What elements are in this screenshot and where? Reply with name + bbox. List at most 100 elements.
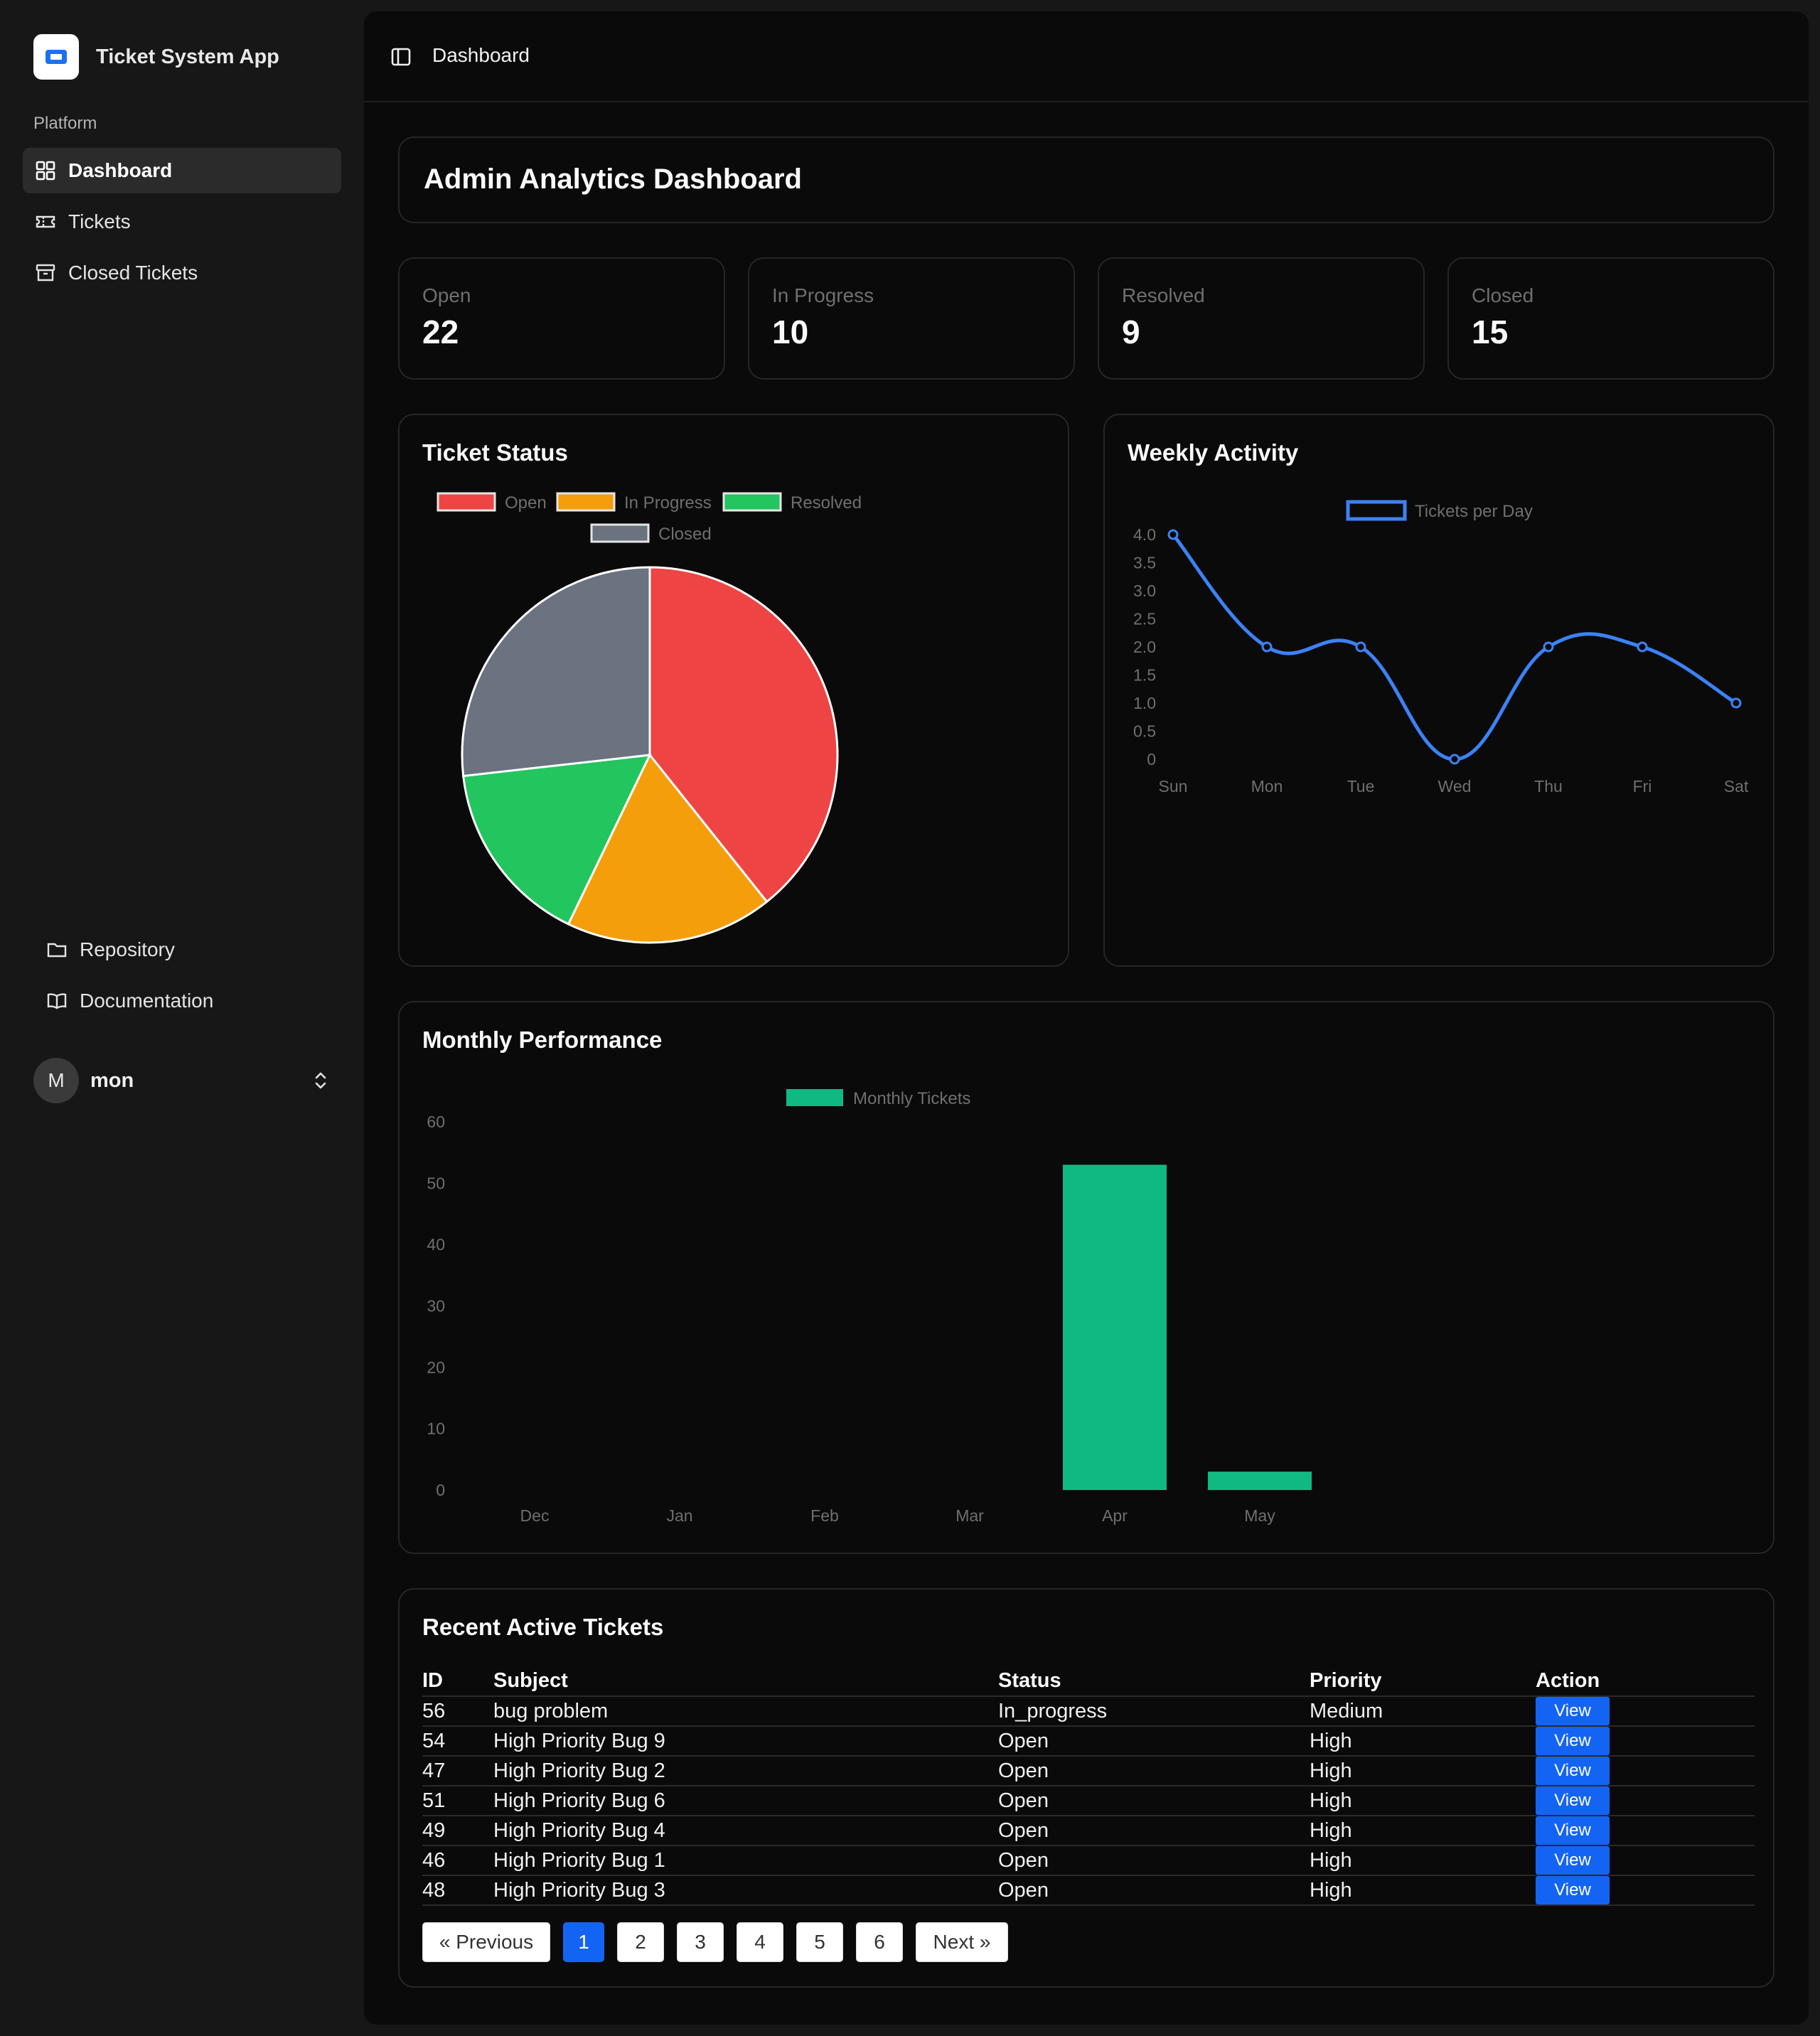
x-tick-label: Tue (1347, 777, 1375, 795)
line-chart: Tickets per Day 0 0.5 1.0 1.5 2.0 2.5 3.0 3.5 4.0… (1133, 500, 1749, 795)
legend-label: Monthly Tickets (853, 1089, 970, 1108)
legend-swatch (1346, 500, 1407, 521)
column-header: Action (1536, 1666, 1755, 1697)
app-name: Ticket System App (96, 45, 279, 68)
user-menu[interactable]: M mon (33, 1056, 332, 1105)
table-cell-status: Open (998, 1786, 1310, 1816)
next-page-button[interactable]: Next » (916, 1922, 1008, 1962)
y-tick-label: 2.5 (1133, 610, 1156, 628)
table-row: 47 High Priority Bug 2 Open High View (422, 1756, 1755, 1786)
topbar: Dashboard (364, 11, 1809, 102)
view-ticket-button[interactable]: View (1536, 1816, 1610, 1845)
page-button-6[interactable]: 6 (856, 1922, 903, 1962)
table-cell-action: View (1536, 1816, 1755, 1846)
previous-page-button[interactable]: « Previous (422, 1922, 550, 1962)
avatar: M (33, 1058, 79, 1103)
sidebar-toggle-icon[interactable] (390, 45, 412, 68)
line-point (1637, 641, 1648, 653)
legend-label: In Progress (624, 493, 712, 513)
table-row: 54 High Priority Bug 9 Open High View (422, 1726, 1755, 1757)
table-row: 51 High Priority Bug 6 Open High View (422, 1786, 1755, 1816)
x-tick-label: Sat (1724, 777, 1749, 795)
legend-swatch (590, 523, 650, 543)
tickets-table: ID Subject Status Priority Action 56 bug … (422, 1666, 1755, 1906)
stat-value: 10 (772, 314, 809, 350)
table-cell-status: Open (998, 1726, 1310, 1757)
breadcrumb: Dashboard (432, 44, 530, 66)
card-title: Monthly Performance (422, 1027, 663, 1053)
table-header-row: ID Subject Status Priority Action (422, 1666, 1755, 1697)
y-tick-label: 10 (427, 1420, 445, 1438)
table-cell-action: View (1536, 1756, 1755, 1786)
y-tick-label: 1.0 (1133, 694, 1156, 712)
legend-label: Resolved (791, 493, 862, 513)
stat-label: In Progress (772, 284, 874, 306)
column-header: Status (998, 1666, 1310, 1697)
page-button-5[interactable]: 5 (796, 1922, 843, 1962)
grid-icon (34, 159, 57, 182)
table-cell-status: Open (998, 1845, 1310, 1876)
view-ticket-button[interactable]: View (1536, 1786, 1610, 1815)
sidebar: Ticket System App Platform Dashboard Tic… (0, 0, 364, 2036)
sidebar-item-label: Repository (80, 938, 175, 960)
pie-chart: Open In Progress Resolved Closed (437, 492, 862, 944)
table-cell-id: 56 (422, 1696, 493, 1727)
y-tick-label: 40 (427, 1236, 445, 1254)
stat-card-open: Open 22 (398, 257, 725, 380)
pagination: « Previous 1 2 3 4 5 6 Next » (422, 1922, 1021, 1962)
y-tick-label: 3.0 (1133, 582, 1156, 600)
table-cell-subject: High Priority Bug 3 (493, 1875, 998, 1906)
table-cell-id: 54 (422, 1726, 493, 1757)
sidebar-item-repository[interactable]: Repository (34, 927, 347, 973)
x-tick-label: Sun (1159, 777, 1188, 795)
sidebar-item-label: Documentation (80, 990, 214, 1012)
y-tick-label: 2.0 (1133, 638, 1156, 656)
page-button-2[interactable]: 2 (617, 1922, 664, 1962)
legend-swatch (722, 492, 782, 512)
view-ticket-button[interactable]: View (1536, 1757, 1610, 1785)
table-cell-id: 48 (422, 1875, 493, 1906)
table-cell-action: View (1536, 1875, 1755, 1906)
line-point (1355, 641, 1366, 653)
pie-slice (462, 754, 652, 926)
table-cell-id: 49 (422, 1816, 493, 1846)
bar-chart: Monthly Tickets 0 10 20 30 40 50 60 Dec Jan Feb Mar… (427, 1089, 1312, 1525)
table-cell-id: 51 (422, 1786, 493, 1816)
brand[interactable]: Ticket System App (33, 34, 279, 80)
sidebar-item-closed-tickets[interactable]: Closed Tickets (23, 250, 341, 296)
page-title-card: Admin Analytics Dashboard (398, 136, 1774, 223)
view-ticket-button[interactable]: View (1536, 1846, 1610, 1875)
card-title: Weekly Activity (1128, 439, 1299, 466)
recent-tickets-card: Recent Active Tickets ID Subject Status … (398, 1588, 1774, 1988)
sidebar-item-dashboard[interactable]: Dashboard (23, 148, 341, 193)
table-cell-status: In_progress (998, 1696, 1310, 1727)
sidebar-item-documentation[interactable]: Documentation (34, 978, 347, 1024)
sidebar-item-tickets[interactable]: Tickets (23, 199, 341, 245)
table-cell-priority: High (1310, 1756, 1536, 1786)
stat-card-in-progress: In Progress 10 (748, 257, 1075, 380)
view-ticket-button[interactable]: View (1536, 1697, 1610, 1725)
page-button-1[interactable]: 1 (563, 1922, 604, 1962)
table-cell-priority: High (1310, 1845, 1536, 1876)
page-button-3[interactable]: 3 (677, 1922, 724, 1962)
x-tick-label: Thu (1534, 777, 1563, 795)
stat-label: Closed (1472, 284, 1534, 306)
x-tick-label: Wed (1438, 777, 1472, 795)
table-cell-subject: bug problem (493, 1696, 998, 1727)
x-tick-label: Apr (1102, 1506, 1128, 1525)
main-panel: Dashboard Admin Analytics Dashboard Open… (364, 11, 1809, 2025)
view-ticket-button[interactable]: View (1536, 1727, 1610, 1755)
table-cell-priority: High (1310, 1816, 1536, 1846)
user-name: mon (90, 1068, 134, 1092)
page-button-4[interactable]: 4 (737, 1922, 783, 1962)
folder-icon (46, 938, 68, 961)
y-tick-label: 3.5 (1133, 554, 1156, 572)
weekly-activity-card: Weekly Activity Tickets per Day 0 0.5 1.0 1.… (1103, 414, 1774, 967)
pie-slice (567, 753, 769, 944)
view-ticket-button[interactable]: View (1536, 1876, 1610, 1904)
stat-card-resolved: Resolved 9 (1098, 257, 1425, 380)
line-point (1261, 641, 1273, 653)
table-cell-subject: High Priority Bug 9 (493, 1726, 998, 1757)
x-tick-label: Mar (956, 1506, 984, 1525)
x-tick-label: Dec (520, 1506, 550, 1525)
